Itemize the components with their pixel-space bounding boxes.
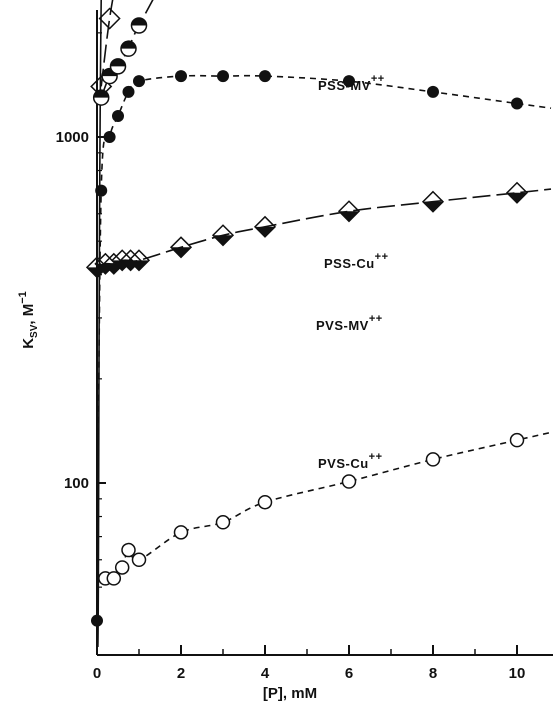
marker-outline	[337, 200, 361, 223]
x-tick-label: 6	[345, 665, 353, 682]
data-point	[103, 131, 116, 143]
marker-outline	[98, 7, 121, 30]
data-point	[120, 40, 137, 57]
series-label-pvs-mv: PVS-MV++	[316, 313, 383, 333]
data-point	[505, 181, 529, 204]
data-point	[169, 236, 193, 259]
data-point	[427, 85, 439, 98]
series-markers	[85, 7, 529, 627]
marker-outline	[253, 215, 277, 238]
data-point	[133, 75, 145, 88]
data-point	[122, 85, 135, 98]
data-point	[341, 474, 357, 489]
data-point	[421, 190, 445, 213]
series-label-pss-cu: PSS-Cu++	[324, 251, 389, 271]
marker-outline	[119, 249, 142, 272]
marker-outline	[169, 236, 193, 259]
marker-fill	[213, 235, 233, 246]
x-axis-title: [P], mM	[263, 685, 317, 702]
data-point	[215, 515, 231, 530]
marker-fill	[110, 58, 126, 67]
marker-outline	[111, 249, 134, 272]
data-point	[127, 249, 151, 272]
data-point	[509, 432, 525, 448]
data-point	[173, 525, 189, 540]
marker-outline	[211, 224, 235, 247]
marker-fill	[507, 192, 527, 203]
data-point	[121, 542, 136, 558]
marker-fill	[131, 18, 147, 26]
grid-and-axes	[96, 10, 553, 656]
data-point	[217, 70, 229, 83]
data-point	[343, 75, 355, 88]
x-tick-label: 0	[93, 665, 101, 682]
y-tick-label: 100	[64, 475, 89, 492]
series-label-pss-mv: PSS-MV++	[318, 73, 385, 93]
y-tick-label: 1000	[56, 129, 89, 146]
data-point	[211, 224, 235, 247]
marker-fill	[171, 247, 191, 258]
data-point	[92, 89, 110, 106]
data-point	[337, 200, 361, 223]
data-point	[511, 97, 523, 110]
x-tick-label: 2	[177, 665, 185, 682]
data-point	[114, 560, 130, 575]
x-tick-label: 10	[509, 665, 526, 682]
x-tick-label: 8	[429, 665, 437, 682]
data-point	[253, 215, 277, 238]
marker-fill	[93, 90, 109, 98]
x-tick-label: 4	[261, 665, 270, 682]
series-label-pvs-cu: PVS-Cu++	[318, 451, 383, 471]
data-point	[425, 452, 441, 467]
series-line-5	[105, 431, 552, 580]
data-point	[109, 58, 127, 75]
marker-fill	[121, 41, 136, 49]
series-line-4	[96, 188, 552, 269]
marker-outline	[127, 249, 151, 272]
marker-outline	[505, 181, 529, 204]
x-ticks: 0 2 4 6 8 10	[93, 645, 526, 682]
data-point	[112, 109, 124, 122]
marker-fill	[129, 260, 149, 271]
y-axis-title: KSV, M−1	[17, 291, 40, 349]
data-point	[95, 184, 108, 197]
marker-outline	[421, 190, 445, 213]
data-point	[259, 70, 271, 83]
origin-curve	[97, 0, 102, 648]
series-line-1	[100, 0, 114, 87]
marker-fill	[339, 211, 359, 222]
marker-fill	[423, 201, 443, 212]
data-point	[131, 552, 147, 568]
data-point	[130, 17, 148, 34]
data-point	[257, 494, 273, 510]
data-point	[98, 7, 121, 30]
marker-fill	[255, 226, 275, 237]
data-point	[106, 571, 122, 586]
data-point	[175, 70, 187, 83]
data-point	[91, 614, 103, 627]
series-line-3	[96, 74, 552, 621]
